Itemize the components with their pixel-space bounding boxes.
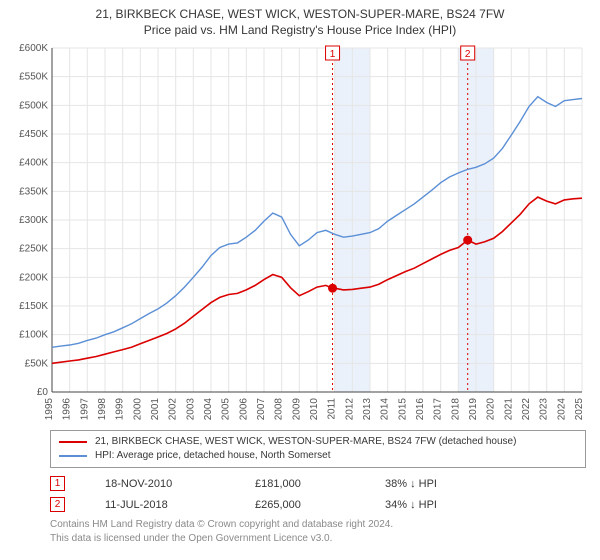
x-tick-label: 1996 [62,398,73,421]
price-chart: £0 £50K £100K £150K £200K £250K £300K £350K £400… [10,42,590,422]
x-tick-label: 2020 [486,398,497,421]
x-tick-label: 2009 [291,398,302,421]
transaction-marker-box: 2 [50,497,65,512]
x-tick-label: 1998 [97,398,108,421]
legend: 21, BIRKBECK CHASE, WEST WICK, WESTON-SU… [50,430,586,468]
y-tick-label: £50K [25,359,49,370]
y-tick-label: £550K [19,72,48,83]
x-tick-label: 2007 [256,398,267,421]
legend-swatch [59,441,87,443]
x-tick-label: 2000 [132,398,143,421]
x-tick-label: 2008 [274,398,285,421]
x-tick-label: 2002 [168,398,179,421]
marker-dot [328,284,337,293]
x-tick-label: 2011 [327,398,338,420]
title-line2: Price paid vs. HM Land Registry's House … [10,22,590,38]
transaction-row: 2 11-JUL-2018 £265,000 34% ↓ HPI [50,497,586,512]
x-tick-label: 2010 [309,398,320,421]
x-tick-label: 2022 [521,398,532,421]
legend-item: 21, BIRKBECK CHASE, WEST WICK, WESTON-SU… [59,435,577,449]
x-tick-label: 1997 [79,398,90,421]
x-tick-label: 2012 [344,398,355,421]
y-tick-label: £400K [19,158,48,169]
x-tick-label: 1999 [115,398,126,421]
transaction-price: £265,000 [255,499,345,511]
y-tick-label: £200K [19,273,48,284]
x-tick-label: 2024 [556,398,567,421]
x-tick-label: 2015 [397,398,408,421]
y-tick-label: £0 [37,387,49,398]
footnote: Contains HM Land Registry data © Crown c… [50,518,586,545]
x-tick-label: 2017 [433,398,444,421]
x-tick-label: 2021 [503,398,514,421]
transaction-date: 11-JUL-2018 [105,499,215,511]
y-tick-label: £100K [19,330,48,341]
x-tick-label: 2005 [221,398,232,421]
x-tick-label: 2003 [185,398,196,421]
transactions-table: 1 18-NOV-2010 £181,000 38% ↓ HPI 2 11-JUL-201… [50,476,586,512]
x-tick-label: 2006 [238,398,249,421]
legend-swatch [59,455,87,457]
title-line1: 21, BIRKBECK CHASE, WEST WICK, WESTON-SU… [10,6,590,22]
marker-label: 1 [330,49,336,60]
y-tick-label: £150K [19,301,48,312]
y-tick-label: £450K [19,129,48,140]
transaction-marker-box: 1 [50,476,65,491]
transaction-delta: 38% ↓ HPI [385,478,437,490]
x-tick-label: 2018 [450,398,461,421]
legend-label: HPI: Average price, detached house, Nort… [95,449,331,463]
x-tick-label: 2014 [380,398,391,421]
y-tick-label: £250K [19,244,48,255]
x-tick-label: 2025 [574,398,585,421]
x-tick-label: 1995 [44,398,55,421]
y-tick-label: £600K [19,43,48,54]
y-tick-label: £350K [19,187,48,198]
x-tick-label: 2004 [203,398,214,421]
marker-label: 2 [465,49,471,60]
x-tick-label: 2016 [415,398,426,421]
chart-title: 21, BIRKBECK CHASE, WEST WICK, WESTON-SU… [10,6,590,38]
x-tick-label: 2023 [539,398,550,421]
transaction-date: 18-NOV-2010 [105,478,215,490]
transaction-row: 1 18-NOV-2010 £181,000 38% ↓ HPI [50,476,586,491]
legend-label: 21, BIRKBECK CHASE, WEST WICK, WESTON-SU… [95,435,516,449]
y-tick-label: £500K [19,101,48,112]
marker-dot [463,236,472,245]
footnote-line2: This data is licensed under the Open Gov… [50,532,586,546]
x-tick-label: 2001 [150,398,161,421]
x-tick-label: 2013 [362,398,373,421]
y-tick-label: £300K [19,215,48,226]
transaction-price: £181,000 [255,478,345,490]
transaction-delta: 34% ↓ HPI [385,499,437,511]
x-tick-label: 2019 [468,398,479,421]
footnote-line1: Contains HM Land Registry data © Crown c… [50,518,586,532]
legend-item: HPI: Average price, detached house, Nort… [59,449,577,463]
